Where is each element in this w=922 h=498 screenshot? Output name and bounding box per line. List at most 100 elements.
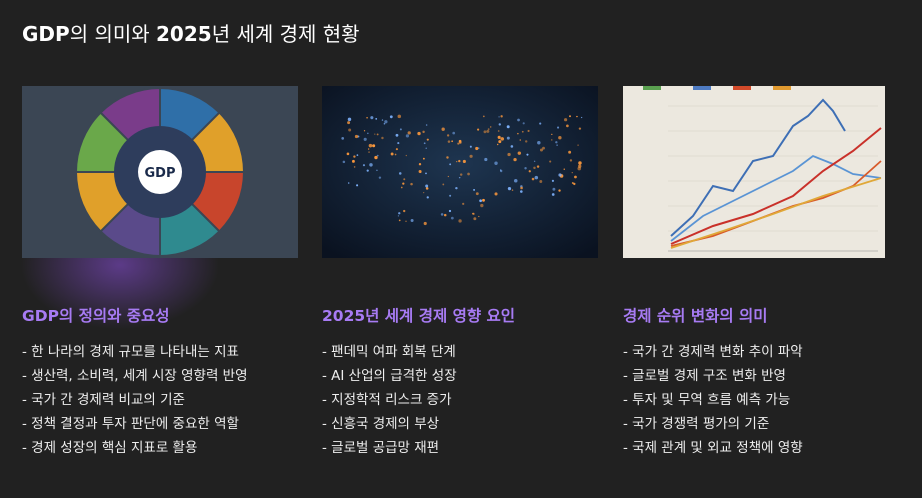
light-dot	[520, 186, 523, 190]
light-dot	[533, 166, 536, 170]
light-dot	[482, 198, 485, 202]
light-dot	[528, 170, 531, 173]
bullet-item: - 국가 경쟁력 평가의 기준	[623, 416, 770, 432]
light-dot	[558, 189, 561, 192]
light-dot	[356, 154, 359, 156]
light-dot	[398, 219, 401, 222]
bullet-item: - 신흥국 경제의 부상	[322, 416, 440, 432]
light-dot	[397, 215, 400, 217]
light-dot	[353, 166, 356, 168]
light-dot	[539, 148, 544, 152]
light-dot	[517, 132, 519, 135]
title-run: GDP	[22, 22, 70, 46]
light-dot	[423, 142, 426, 145]
light-dot	[573, 182, 576, 186]
light-dot	[418, 163, 422, 166]
light-dot	[348, 128, 352, 132]
light-dot	[384, 120, 388, 124]
light-dot	[581, 116, 583, 119]
light-dot	[397, 114, 402, 119]
light-dot	[390, 152, 394, 156]
light-dot	[480, 203, 484, 208]
light-dot	[403, 178, 406, 181]
light-dot	[352, 159, 355, 163]
light-dot	[367, 132, 369, 135]
light-dot	[522, 122, 525, 125]
light-dot	[395, 133, 399, 137]
light-dot	[483, 130, 487, 134]
light-dot	[564, 118, 568, 122]
light-dot	[555, 141, 558, 144]
light-dot	[519, 139, 522, 141]
light-dot	[510, 145, 514, 148]
light-dot	[574, 175, 577, 179]
light-dot	[398, 172, 402, 175]
light-dot	[356, 184, 359, 187]
line-chart-image	[623, 86, 885, 258]
column: 2025년 세계 경제 영향 요인 - 팬데믹 여파 회복 단계 - AI 산업의 …	[322, 304, 515, 460]
light-dot	[374, 133, 376, 135]
light-dot	[417, 131, 421, 136]
light-dot	[477, 147, 480, 149]
light-dot	[346, 152, 350, 156]
light-dot	[440, 213, 444, 216]
light-dot	[451, 140, 454, 143]
light-dot	[378, 176, 382, 179]
title-run: 2025	[156, 22, 212, 46]
bullet-item: - 국제 관계 및 외교 정책에 영향	[623, 440, 803, 456]
light-dot	[426, 138, 429, 141]
light-dot	[455, 186, 458, 190]
svg-text:GDP: GDP	[145, 166, 176, 181]
light-dot	[469, 145, 472, 148]
bullet-item: - 글로벌 경제 구조 변화 반영	[623, 368, 786, 384]
light-dot	[511, 189, 514, 191]
light-dot	[353, 155, 356, 158]
bullet-list: - 팬데믹 여파 회복 단계 - AI 산업의 급격한 성장 - 지정학적 리스크 …	[322, 340, 515, 460]
column: 경제 순위 변화의 의미 - 국가 간 경제력 변화 추이 파악 - 글로벌 경제 …	[623, 304, 803, 460]
light-dot	[341, 137, 345, 140]
bullet-item: - AI 산업의 급격한 성장	[322, 368, 457, 384]
light-dot	[486, 129, 490, 133]
light-dot	[552, 187, 556, 191]
bullet-item: - 국가 간 경제력 변화 추이 파악	[623, 344, 803, 360]
bullet-item: - 투자 및 무역 흐름 예측 가능	[623, 392, 791, 408]
title: GDP의 의미와 2025년 세계 경제 현황	[22, 18, 360, 47]
light-dot	[478, 215, 480, 218]
light-dot	[498, 123, 501, 126]
light-dot	[422, 157, 425, 160]
light-dot	[527, 129, 530, 133]
light-dot	[539, 122, 542, 125]
light-dot	[442, 183, 445, 186]
light-dot	[497, 130, 500, 132]
light-dot	[405, 154, 407, 157]
light-dot	[521, 130, 524, 133]
light-dot	[550, 139, 553, 141]
light-dot	[531, 177, 535, 181]
light-dot	[425, 187, 429, 190]
light-dot	[425, 124, 428, 126]
light-dot	[500, 115, 503, 118]
title-run: 년 세계 경제 현황	[211, 22, 360, 46]
light-dot	[462, 202, 465, 205]
light-dot	[499, 169, 503, 173]
light-dot	[399, 128, 402, 131]
light-dot	[459, 173, 463, 176]
light-dot	[458, 159, 461, 163]
light-dot	[525, 140, 528, 143]
light-dot	[363, 137, 367, 141]
light-dot	[477, 128, 480, 131]
light-dot	[576, 115, 578, 118]
bullet-item: - 한 나라의 경제 규모를 나타내는 지표	[22, 344, 239, 360]
light-dot	[539, 180, 543, 183]
light-dot	[423, 191, 425, 194]
light-dot	[447, 175, 449, 178]
light-dot	[362, 164, 366, 167]
light-dot	[381, 119, 384, 121]
light-dot	[366, 169, 369, 172]
light-dot	[425, 147, 427, 149]
light-dot	[577, 166, 582, 171]
light-dot	[397, 142, 400, 145]
light-dot	[506, 136, 510, 140]
light-dot	[375, 118, 378, 120]
light-dot	[368, 151, 370, 153]
